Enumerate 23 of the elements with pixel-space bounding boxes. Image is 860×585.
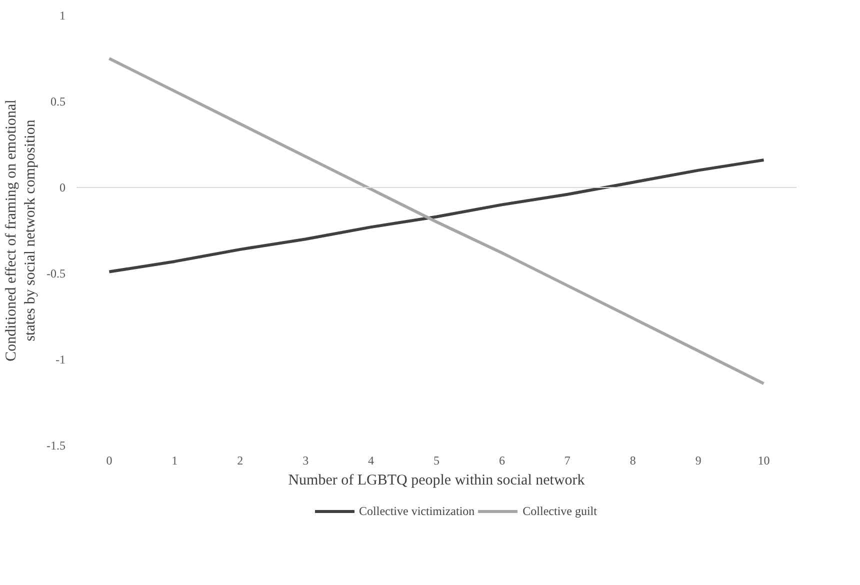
x-tick-label: 8 [630, 454, 636, 468]
y-tick-label: -1 [56, 352, 66, 366]
x-tick-label: 5 [434, 454, 440, 468]
x-tick-label: 3 [302, 454, 309, 468]
x-tick-label: 6 [498, 454, 505, 468]
x-tick-label: 2 [237, 454, 244, 468]
line-series [108, 57, 766, 386]
x-tick-label: 7 [564, 454, 570, 468]
x-tick-label: 0 [106, 454, 112, 468]
y-tick-label: 1 [60, 8, 66, 22]
y-axis-title: Conditioned effect of framing on emotional states by social network composition [3, 100, 39, 362]
x-tick-label: 4 [368, 454, 374, 468]
line-series [108, 158, 766, 274]
x-tick-label: 10 [758, 454, 770, 468]
y-tick-label: 0.5 [50, 94, 66, 108]
y-tick-label: 0 [60, 180, 66, 194]
x-tick-label: 1 [172, 454, 178, 468]
x-tick-label: 9 [695, 454, 702, 468]
y-tick-label: -0.5 [46, 266, 66, 280]
legend-label: Collective victimization [359, 504, 475, 518]
x-axis-title: Number of LGBTQ people within social network [288, 472, 586, 488]
y-tick-label: -1.5 [46, 438, 66, 452]
legend-label: Collective guilt [522, 504, 597, 518]
